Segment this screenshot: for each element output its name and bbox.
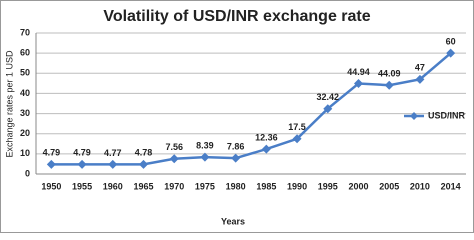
point-marker [46, 159, 56, 169]
legend-label: USD/INR [428, 110, 466, 120]
x-tick-label: 1975 [195, 181, 215, 191]
chart-border [0, 0, 474, 233]
data-label: 4.79 [73, 148, 91, 158]
data-label: 8.39 [196, 140, 214, 150]
x-tick-label: 2010 [410, 181, 430, 191]
data-label: 47 [415, 63, 425, 73]
point-marker [384, 80, 394, 90]
point-marker [231, 153, 241, 163]
x-tick-label: 1995 [318, 181, 338, 191]
data-label: 32.42 [317, 92, 340, 102]
chart-title: Volatility of USD/INR exchange rate [103, 8, 370, 25]
point-marker [446, 48, 456, 58]
data-label: 4.77 [104, 148, 122, 158]
data-label: 44.94 [347, 67, 370, 77]
point-marker [169, 154, 179, 164]
data-label: 7.86 [227, 142, 245, 152]
y-tick-label: 60 [20, 48, 30, 58]
chart: Volatility of USD/INR exchange rate Year… [0, 0, 474, 233]
data-label: 4.79 [43, 148, 61, 158]
y-tick-label: 10 [20, 148, 30, 158]
x-tick-label: 2005 [379, 181, 399, 191]
y-tick-label: 30 [20, 108, 30, 118]
data-label: 17.5 [288, 122, 306, 132]
point-marker [108, 159, 118, 169]
y-tick-label: 40 [20, 88, 30, 98]
legend-marker [410, 112, 418, 120]
point-marker [77, 159, 87, 169]
data-label: 4.78 [135, 148, 153, 158]
x-axis-label: Years [221, 216, 245, 226]
data-label: 7.56 [165, 142, 183, 152]
point-marker [200, 152, 210, 162]
x-tick-label: 1980 [226, 181, 246, 191]
x-tick-label: 2014 [441, 181, 461, 191]
x-tick-label: 1955 [72, 181, 92, 191]
point-marker [323, 104, 333, 114]
x-tick-label: 1960 [103, 181, 123, 191]
point-marker [292, 134, 302, 144]
y-tick-label: 50 [20, 68, 30, 78]
data-label: 44.09 [378, 69, 401, 79]
y-tick-label: 20 [20, 128, 30, 138]
x-tick-label: 1970 [164, 181, 184, 191]
point-marker [415, 74, 425, 84]
y-axis-label: Exchange rates per 1 USD [4, 50, 14, 158]
data-label: 12.36 [255, 132, 278, 142]
point-marker [354, 78, 363, 88]
data-label: 60 [446, 37, 456, 47]
point-marker [139, 159, 148, 169]
y-tick-label: 70 [20, 27, 30, 37]
x-tick-label: 2000 [348, 181, 368, 191]
x-tick-label: 1950 [41, 181, 61, 191]
x-tick-label: 1965 [133, 181, 153, 191]
point-marker [261, 144, 271, 154]
x-tick-label: 1985 [256, 181, 276, 191]
y-tick-label: 0 [25, 168, 30, 178]
x-tick-label: 1990 [287, 181, 307, 191]
series-line [51, 52, 452, 166]
